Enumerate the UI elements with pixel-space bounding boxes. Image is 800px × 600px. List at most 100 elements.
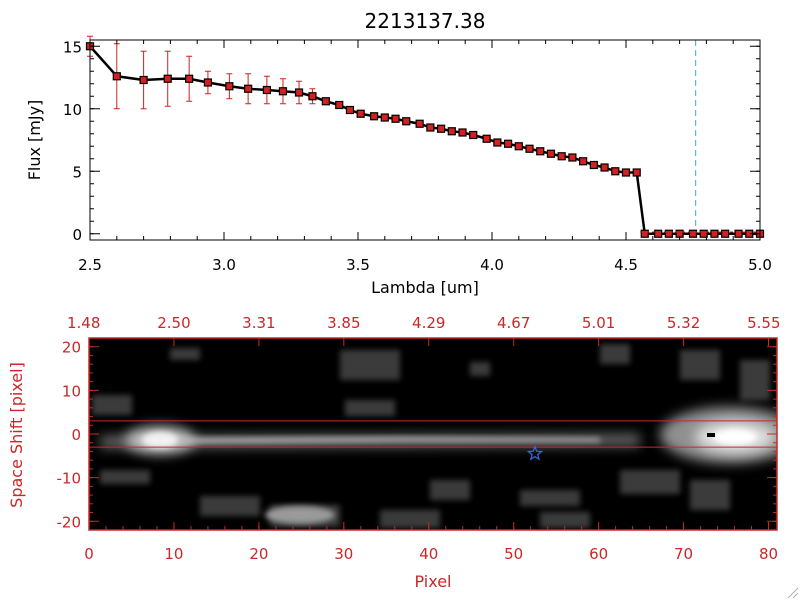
spectrum-chart: 2213137.38 2.5 3.0 3.5 4.0 4.5 5.0 0 5 10 15 Lam… (25, 9, 772, 297)
image-top-tick-label: 2.50 (157, 314, 190, 332)
data-point (688, 229, 698, 238)
data-point (262, 85, 271, 95)
data-point (589, 160, 598, 170)
data-point (664, 229, 673, 238)
data-point (436, 124, 446, 133)
data-point (482, 134, 491, 143)
image-x-ticks: 0 10 20 30 40 50 60 70 80 (84, 522, 778, 563)
image-x-tick-label: 20 (249, 545, 268, 563)
data-point (734, 229, 743, 238)
data-point (536, 147, 545, 156)
image-x-tick-label: 50 (504, 545, 523, 563)
spectrum-markers (85, 42, 765, 238)
x-tick-label: 3.0 (212, 256, 236, 274)
chart-title: 2213137.38 (365, 9, 486, 33)
image-y-tick-label: -20 (57, 513, 82, 531)
data-point (525, 144, 534, 153)
image-top-ticks: 1.48 2.50 3.31 3.85 4.29 4.67 5.01 5.32 5.55 (67, 314, 781, 346)
image-x-tick-label: 30 (334, 545, 353, 563)
resize-grip-icon[interactable] (787, 587, 799, 599)
image-top-tick-label: 5.32 (667, 314, 700, 332)
data-point (611, 167, 620, 176)
image-top-tick-label: 5.55 (747, 314, 780, 332)
data-point (557, 152, 566, 161)
data-point (203, 78, 213, 87)
data-point (699, 229, 708, 238)
data-point (568, 153, 577, 162)
image-top-tick-label: 4.67 (497, 314, 530, 332)
spectrum-errorbars (87, 35, 316, 110)
data-point (294, 88, 304, 97)
data-point (640, 229, 649, 238)
spectrum-series-line (89, 45, 760, 235)
data-point (308, 92, 317, 101)
x-tick-label: 2.5 (78, 256, 102, 274)
spectrum-y-axis-label: Flux [mJy] (25, 100, 44, 181)
trace-hlines (89, 420, 777, 448)
data-point (469, 130, 478, 140)
data-point (546, 149, 556, 158)
data-point (335, 100, 344, 110)
data-point (654, 229, 663, 238)
image-top-tick-label: 5.01 (582, 314, 615, 332)
data-point (163, 74, 172, 83)
data-point (493, 138, 502, 147)
data-point (139, 75, 148, 85)
image-x-tick-label: 10 (164, 545, 183, 563)
data-point (278, 87, 288, 96)
image-top-tick-label: 1.48 (67, 314, 100, 332)
data-point (721, 229, 730, 238)
image-y-tick-label: -10 (57, 470, 82, 488)
data-point (185, 74, 194, 83)
lower-source-blob (265, 506, 335, 524)
image-x-tick-label: 60 (589, 545, 608, 563)
image-x-axis-label: Pixel (414, 572, 451, 591)
y-tick-label: 5 (72, 163, 82, 181)
x-tick-label: 4.5 (614, 256, 638, 274)
x-tick-label: 3.5 (346, 256, 370, 274)
data-point (426, 123, 435, 132)
image-x-tick-label: 0 (84, 545, 94, 563)
data-point (112, 72, 121, 81)
image-x-tick-label: 80 (759, 545, 778, 563)
data-point (458, 128, 467, 137)
x-tick-label: 4.0 (480, 256, 504, 274)
data-point (710, 229, 719, 238)
y-tick-label: 0 (72, 226, 82, 244)
y-tick-label: 15 (63, 38, 82, 56)
data-point (600, 163, 609, 172)
data-point (503, 139, 513, 148)
data-point (380, 113, 389, 122)
spectrum-image-panel: 0 10 20 30 40 50 60 70 80 -20 -10 0 10 20 1.48 2.50 3.… (7, 314, 781, 591)
data-point (447, 127, 456, 136)
image-y-tick-label: 0 (71, 426, 81, 444)
data-point (402, 117, 411, 126)
x-tick-label: 5.0 (748, 256, 772, 274)
data-point (621, 168, 631, 177)
spectrum-x-axis-label: Lambda [um] (371, 278, 479, 297)
image-top-tick-label: 4.29 (412, 314, 445, 332)
spectrum-x-ticks: 2.5 3.0 3.5 4.0 4.5 5.0 (78, 40, 772, 274)
image-top-tick-label: 3.85 (327, 314, 360, 332)
data-point (632, 168, 641, 177)
data-point (356, 109, 365, 118)
spectrum-plot-frame (89, 39, 761, 241)
image-y-tick-label: 20 (62, 339, 81, 357)
spectrum-y-ticks: 0 5 10 15 (63, 38, 760, 244)
image-x-tick-label: 40 (419, 545, 438, 563)
image-y-axis-label: Space Shift [pixel] (7, 362, 26, 508)
data-point (225, 82, 234, 91)
image-y-tick-label: 10 (62, 382, 81, 400)
data-point (345, 105, 355, 115)
data-point (321, 97, 330, 106)
data-point (391, 114, 400, 123)
data-point (579, 157, 588, 166)
image-y-ticks: -20 -10 0 10 20 (57, 339, 777, 531)
data-point (244, 84, 253, 93)
source-star-icon (526, 444, 544, 461)
y-tick-label: 10 (63, 101, 82, 119)
data-point (514, 142, 523, 151)
image-x-tick-label: 70 (674, 545, 693, 563)
data-point (415, 119, 424, 128)
